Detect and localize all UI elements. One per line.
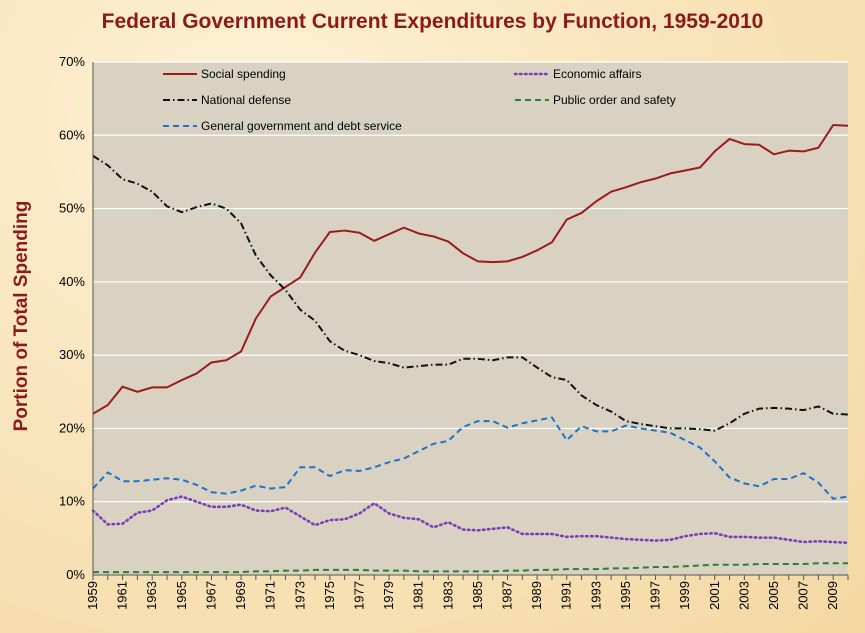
y-tick-label: 40% [59, 274, 85, 289]
gridlines [93, 61, 848, 503]
series-line-public-order-and-safety [93, 562, 848, 574]
x-tick-label: 1963 [144, 581, 159, 610]
plot-area [93, 62, 848, 575]
x-tick-label: 1997 [648, 581, 663, 610]
legend-label: Economic affairs [553, 67, 641, 81]
x-tick-label: 2005 [766, 581, 781, 610]
x-tick-label: 1971 [263, 581, 278, 610]
x-tick-label: 1969 [233, 581, 248, 610]
series-layer [91, 124, 850, 574]
series-line-economic-affairs [91, 495, 850, 545]
y-tick-label: 60% [59, 127, 85, 142]
x-tick-label: 1981 [411, 581, 426, 610]
legend-label: Social spending [201, 67, 286, 81]
x-tick-label: 2007 [796, 581, 811, 610]
x-tick-label: 1979 [381, 581, 396, 610]
x-tick-label: 1959 [85, 581, 100, 610]
x-tick-label: 1999 [677, 581, 692, 610]
x-tick-label: 2003 [736, 581, 751, 610]
x-tick-label: 1989 [529, 581, 544, 610]
x-tick-label: 1977 [351, 581, 366, 610]
y-ticks: 0% 10% 20% 30% 40% 50% 60% 70% [59, 54, 85, 582]
x-tick-label: 1991 [559, 581, 574, 610]
y-tick-label: 70% [59, 54, 85, 69]
legend: Social spending Economic affairs National … [163, 67, 676, 133]
x-tick-label: 1975 [322, 581, 337, 610]
x-ticks: 1959 1961 1963 1965 1967 1969 1971 1973 1975 1977… [85, 575, 849, 610]
y-tick-label: 0% [66, 567, 85, 582]
y-tick-label: 30% [59, 347, 85, 362]
series-line-general-government-and-debt-service [92, 416, 849, 500]
y-tick-label: 50% [59, 201, 85, 216]
legend-label: Public order and safety [553, 93, 676, 107]
x-tick-label: 1983 [440, 581, 455, 610]
series-line-social-spending [92, 124, 849, 415]
x-tick-label: 1961 [115, 581, 130, 610]
x-tick-label: 2009 [825, 581, 840, 610]
y-tick-label: 20% [59, 420, 85, 435]
x-tick-label: 1995 [618, 581, 633, 610]
x-tick-label: 2001 [707, 581, 722, 610]
series-line-national-defense [92, 154, 849, 432]
axes [92, 62, 848, 576]
legend-label: General government and debt service [201, 119, 402, 133]
x-tick-label: 1967 [203, 581, 218, 610]
x-tick-label: 1993 [588, 581, 603, 610]
x-tick-label: 1965 [174, 581, 189, 610]
chart-title: Federal Government Current Expenditures … [101, 10, 764, 33]
legend-label: National defense [201, 93, 291, 107]
x-tick-label: 1985 [470, 581, 485, 610]
x-tick-label: 1987 [500, 581, 515, 610]
x-tick-label: 1973 [292, 581, 307, 610]
y-tick-label: 10% [59, 494, 85, 509]
